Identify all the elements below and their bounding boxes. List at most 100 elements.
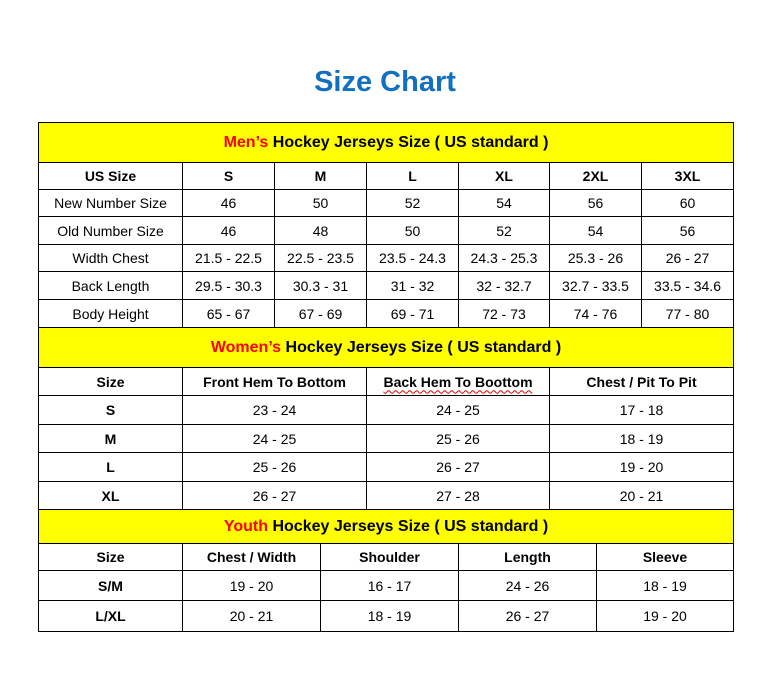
table-cell: 26 - 27 bbox=[640, 244, 735, 272]
column-header-label: Sleeve bbox=[642, 549, 688, 565]
table-row: New Number Size 46 50 52 54 56 60 bbox=[38, 189, 735, 217]
section-heading-text: Hockey Jerseys Size ( US standard ) bbox=[268, 133, 549, 151]
youth-section-heading-row: Youth Hockey Jerseys Size ( US standard … bbox=[37, 509, 735, 544]
table-row: L/XL 20 - 21 18 - 19 26 - 27 19 - 20 bbox=[38, 600, 735, 632]
table-cell: 54 bbox=[549, 216, 642, 245]
row-label: S/M bbox=[38, 570, 183, 601]
table-cell: 50 bbox=[366, 216, 459, 245]
column-header: 2XL bbox=[549, 162, 642, 190]
table-cell: 52 bbox=[458, 216, 550, 245]
column-header: US Size bbox=[38, 162, 183, 190]
column-header-label: L bbox=[408, 168, 417, 184]
table-cell: 26 - 27 bbox=[182, 481, 367, 510]
column-header: Front Hem To Bottom bbox=[182, 367, 367, 396]
column-header-label: Back Hem To Boottom bbox=[383, 373, 533, 390]
table-cell: 23 - 24 bbox=[182, 395, 367, 425]
table-cell: 69 - 71 bbox=[366, 299, 459, 328]
youth-size-table: Youth Hockey Jerseys Size ( US standard … bbox=[37, 509, 735, 632]
table-cell: 48 bbox=[274, 216, 367, 245]
table-cell: 25 - 26 bbox=[182, 452, 367, 482]
table-cell: 32.7 - 33.5 bbox=[549, 271, 642, 300]
table-cell: 67 - 69 bbox=[274, 299, 367, 328]
column-header: Size bbox=[38, 367, 183, 396]
column-header-label: Front Hem To Bottom bbox=[203, 373, 346, 390]
table-cell: 54 bbox=[458, 189, 550, 217]
row-label: S bbox=[38, 395, 183, 425]
table-cell: 46 bbox=[182, 189, 275, 217]
table-cell: 60 bbox=[640, 189, 735, 217]
table-cell: 29.5 - 30.3 bbox=[182, 271, 275, 300]
table-cell: 16 - 17 bbox=[320, 570, 459, 601]
column-header: M bbox=[274, 162, 367, 190]
column-header: Back Hem To Boottom bbox=[366, 367, 550, 396]
column-header: Chest / Width bbox=[182, 543, 321, 571]
table-cell: 26 - 27 bbox=[458, 600, 597, 632]
table-row: XL 26 - 27 27 - 28 20 - 21 bbox=[38, 481, 735, 510]
table-cell: 20 - 21 bbox=[182, 600, 321, 632]
table-cell: 27 - 28 bbox=[366, 481, 550, 510]
column-header: L bbox=[366, 162, 459, 190]
table-cell: 19 - 20 bbox=[182, 570, 321, 601]
column-header-label: S bbox=[223, 168, 234, 184]
row-label: L bbox=[38, 452, 183, 482]
table-cell: 72 - 73 bbox=[458, 299, 550, 328]
table-row: Back Length 29.5 - 30.3 30.3 - 31 31 - 32 32… bbox=[38, 271, 735, 300]
table-cell: 20 - 21 bbox=[548, 481, 735, 510]
table-row: Old Number Size 46 48 50 52 54 56 bbox=[38, 216, 735, 245]
column-header-label: Chest / Pit To Pit bbox=[586, 373, 697, 390]
section-heading-highlight: Youth bbox=[223, 517, 269, 535]
column-header: Size bbox=[38, 543, 183, 571]
column-header: XL bbox=[458, 162, 550, 190]
column-header-label: US Size bbox=[84, 168, 137, 184]
table-cell: 24 - 25 bbox=[182, 424, 367, 453]
row-label: New Number Size bbox=[38, 189, 183, 217]
women-section-heading: Women’s Hockey Jerseys Size ( US standar… bbox=[37, 327, 735, 368]
table-cell: 22.5 - 23.5 bbox=[274, 244, 367, 272]
table-cell: 19 - 20 bbox=[548, 452, 735, 482]
row-label: Old Number Size bbox=[38, 216, 183, 245]
men-header-row: US Size S M L XL 2XL 3XL bbox=[38, 162, 735, 190]
youth-header-row: Size Chest / Width Shoulder Length Sleeve bbox=[38, 543, 735, 571]
table-cell: 25.3 - 26 bbox=[549, 244, 642, 272]
section-heading-text: Hockey Jerseys Size ( US standard ) bbox=[281, 338, 562, 356]
column-header: Length bbox=[458, 543, 597, 571]
table-cell: 19 - 20 bbox=[595, 600, 735, 632]
column-header: Sleeve bbox=[595, 543, 735, 571]
table-cell: 74 - 76 bbox=[549, 299, 642, 328]
column-header-label: Size bbox=[96, 549, 125, 565]
table-cell: 24.3 - 25.3 bbox=[458, 244, 550, 272]
table-cell: 56 bbox=[549, 189, 642, 217]
table-cell: 23.5 - 24.3 bbox=[366, 244, 459, 272]
womens-size-table: Women’s Hockey Jerseys Size ( US standar… bbox=[37, 327, 735, 510]
table-cell: 18 - 19 bbox=[548, 424, 735, 453]
table-row: Body Height 65 - 67 67 - 69 69 - 71 72 - 73 7… bbox=[38, 299, 735, 328]
column-header: S bbox=[182, 162, 275, 190]
column-header-label: 3XL bbox=[674, 168, 701, 184]
row-label: Back Length bbox=[38, 271, 183, 300]
table-row: M 24 - 25 25 - 26 18 - 19 bbox=[38, 424, 735, 453]
table-row: S 23 - 24 24 - 25 17 - 18 bbox=[38, 395, 735, 425]
column-header-label: Chest / Width bbox=[206, 549, 297, 565]
table-cell: 50 bbox=[274, 189, 367, 217]
table-cell: 46 bbox=[182, 216, 275, 245]
section-heading-text: Hockey Jerseys Size ( US standard ) bbox=[268, 517, 549, 535]
table-cell: 77 - 80 bbox=[640, 299, 735, 328]
women-section-heading-row: Women’s Hockey Jerseys Size ( US standar… bbox=[37, 327, 735, 368]
table-cell: 18 - 19 bbox=[595, 570, 735, 601]
column-header: Chest / Pit To Pit bbox=[548, 367, 735, 396]
table-row: L 25 - 26 26 - 27 19 - 20 bbox=[38, 452, 735, 482]
table-cell: 25 - 26 bbox=[366, 424, 550, 453]
table-cell: 56 bbox=[640, 216, 735, 245]
table-cell: 24 - 25 bbox=[366, 395, 550, 425]
column-header-label: Size bbox=[96, 373, 125, 390]
column-header-label: Shoulder bbox=[359, 549, 420, 565]
table-cell: 32 - 32.7 bbox=[458, 271, 550, 300]
section-heading-highlight: Men’s bbox=[223, 133, 269, 151]
column-header: Shoulder bbox=[320, 543, 459, 571]
table-cell: 26 - 27 bbox=[366, 452, 550, 482]
column-header-label: M bbox=[314, 168, 327, 184]
table-cell: 33.5 - 34.6 bbox=[640, 271, 735, 300]
table-cell: 24 - 26 bbox=[458, 570, 597, 601]
men-section-heading-row: Men’s Hockey Jerseys Size ( US standard … bbox=[37, 122, 735, 163]
column-header-label: Length bbox=[504, 549, 551, 565]
